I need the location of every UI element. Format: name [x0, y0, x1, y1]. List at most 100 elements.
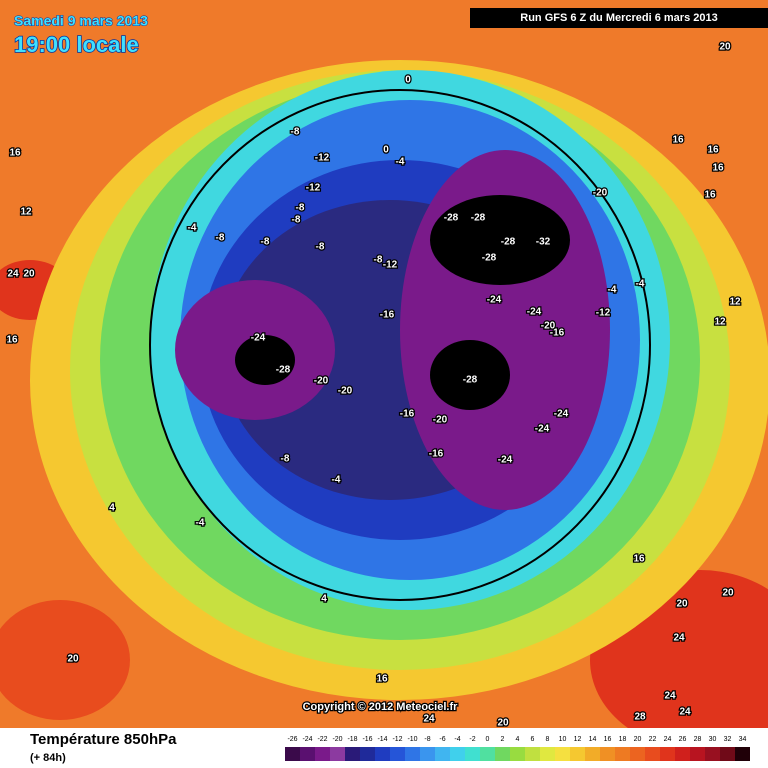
contour-label: 28	[634, 712, 646, 723]
colorbar-label: 4	[516, 736, 520, 743]
contour-label: 4	[109, 503, 115, 514]
contour-label: -4	[196, 518, 205, 529]
colorbar-label: 2	[501, 736, 505, 743]
contour-label: 16	[707, 145, 719, 156]
contour-label: -28	[482, 253, 497, 264]
cold-core	[430, 340, 510, 410]
colorbar-label: -6	[439, 736, 445, 743]
colorbar-label: -8	[424, 736, 430, 743]
color-swatch	[675, 747, 690, 761]
run-label: Run GFS 6 Z du Mercredi 6 mars 2013	[520, 12, 717, 24]
contour-label: -28	[463, 375, 478, 386]
contour-label: 16	[6, 335, 18, 346]
footer: Température 850hPa (+ 84h) -26 -24 -22 -20-…	[30, 731, 750, 764]
color-swatch	[525, 747, 540, 761]
contour-label: 20	[497, 718, 509, 728]
color-swatch	[570, 747, 585, 761]
footer-title: Température 850hPa	[30, 731, 177, 748]
warm-area	[0, 600, 130, 720]
color-swatch	[720, 747, 735, 761]
contour-label: 16	[672, 135, 684, 146]
footer-lead: (+ 84h)	[30, 752, 66, 764]
colorbar-label: -26	[287, 736, 297, 743]
run-box	[470, 8, 768, 28]
contour-label: 24	[664, 691, 676, 702]
contour-label: -20	[314, 376, 329, 387]
contour-label: 20	[23, 269, 35, 280]
contour-label: -8	[281, 454, 290, 465]
contour-label: 20	[722, 588, 734, 599]
colorbar-label: -18	[347, 736, 357, 743]
contour-label: -12	[315, 153, 330, 164]
colorbar-label: -4	[454, 736, 460, 743]
color-swatch	[375, 747, 390, 761]
cold-core	[430, 195, 570, 285]
contour-label: -16	[380, 310, 395, 321]
color-swatch	[435, 747, 450, 761]
colorbar-label: 24	[664, 736, 672, 743]
contour-label: -16	[429, 449, 444, 460]
colorbar-label: 10	[559, 736, 567, 743]
color-swatch	[705, 747, 720, 761]
colorbar-label: 26	[679, 736, 687, 743]
contour-label: 12	[729, 297, 741, 308]
contour-label: -8	[292, 215, 301, 226]
colorbar-label: 16	[604, 736, 612, 743]
colorbar-label: -14	[377, 736, 387, 743]
color-swatch	[600, 747, 615, 761]
contour-label: -8	[316, 242, 325, 253]
colorbar-label: 34	[739, 736, 747, 743]
color-swatch	[405, 747, 420, 761]
contour-label: -4	[396, 157, 405, 168]
contour-label: -16	[400, 409, 415, 420]
contour-label: 20	[676, 599, 688, 610]
contour-label: 16	[712, 163, 724, 174]
color-swatch	[540, 747, 555, 761]
date-label: Samedi 9 mars 2013	[14, 13, 148, 29]
colorbar-label: 14	[589, 736, 597, 743]
contour-label: 16	[376, 674, 388, 685]
colorbar-label: 28	[694, 736, 702, 743]
contour-label: -24	[554, 409, 569, 420]
contour-label: 4	[321, 594, 327, 605]
colorbar-label: 6	[531, 736, 535, 743]
color-swatch	[510, 747, 525, 761]
contour-label: -12	[306, 183, 321, 194]
color-swatch	[630, 747, 645, 761]
contour-label: 20	[67, 654, 79, 665]
color-swatch	[345, 747, 360, 761]
color-swatch	[300, 747, 315, 761]
contour-label: 12	[714, 317, 726, 328]
color-swatch	[480, 747, 495, 761]
cold-core	[235, 335, 295, 385]
contour-label: -8	[216, 233, 225, 244]
contour-label: -20	[338, 386, 353, 397]
contour-label: -4	[332, 475, 341, 486]
colorbar-label: 32	[724, 736, 732, 743]
color-swatch	[735, 747, 750, 761]
contour-label: -20	[593, 188, 608, 199]
color-swatch	[450, 747, 465, 761]
contour-label: -32	[536, 237, 551, 248]
contour-label: -8	[296, 203, 305, 214]
color-swatch	[615, 747, 630, 761]
color-swatch	[495, 747, 510, 761]
contour-label: -24	[527, 307, 542, 318]
contour-label: -28	[471, 213, 486, 224]
colorbar-label: -22	[317, 736, 327, 743]
contour-label: -28	[276, 365, 291, 376]
color-swatch	[330, 747, 345, 761]
contour-label: 12	[20, 207, 32, 218]
colorbar-label: 22	[649, 736, 657, 743]
colorbar-label: -10	[407, 736, 417, 743]
contour-label: 24	[7, 269, 19, 280]
color-swatch	[420, 747, 435, 761]
zero-isotherm	[149, 89, 651, 601]
colorbar-label: 20	[634, 736, 642, 743]
contour-label: -4	[636, 279, 645, 290]
contour-label: 24	[679, 707, 691, 718]
map: Run GFS 6 Z du Mercredi 6 mars 2013 Same…	[0, 0, 768, 728]
contour-label: -24	[498, 455, 513, 466]
color-swatch	[660, 747, 675, 761]
